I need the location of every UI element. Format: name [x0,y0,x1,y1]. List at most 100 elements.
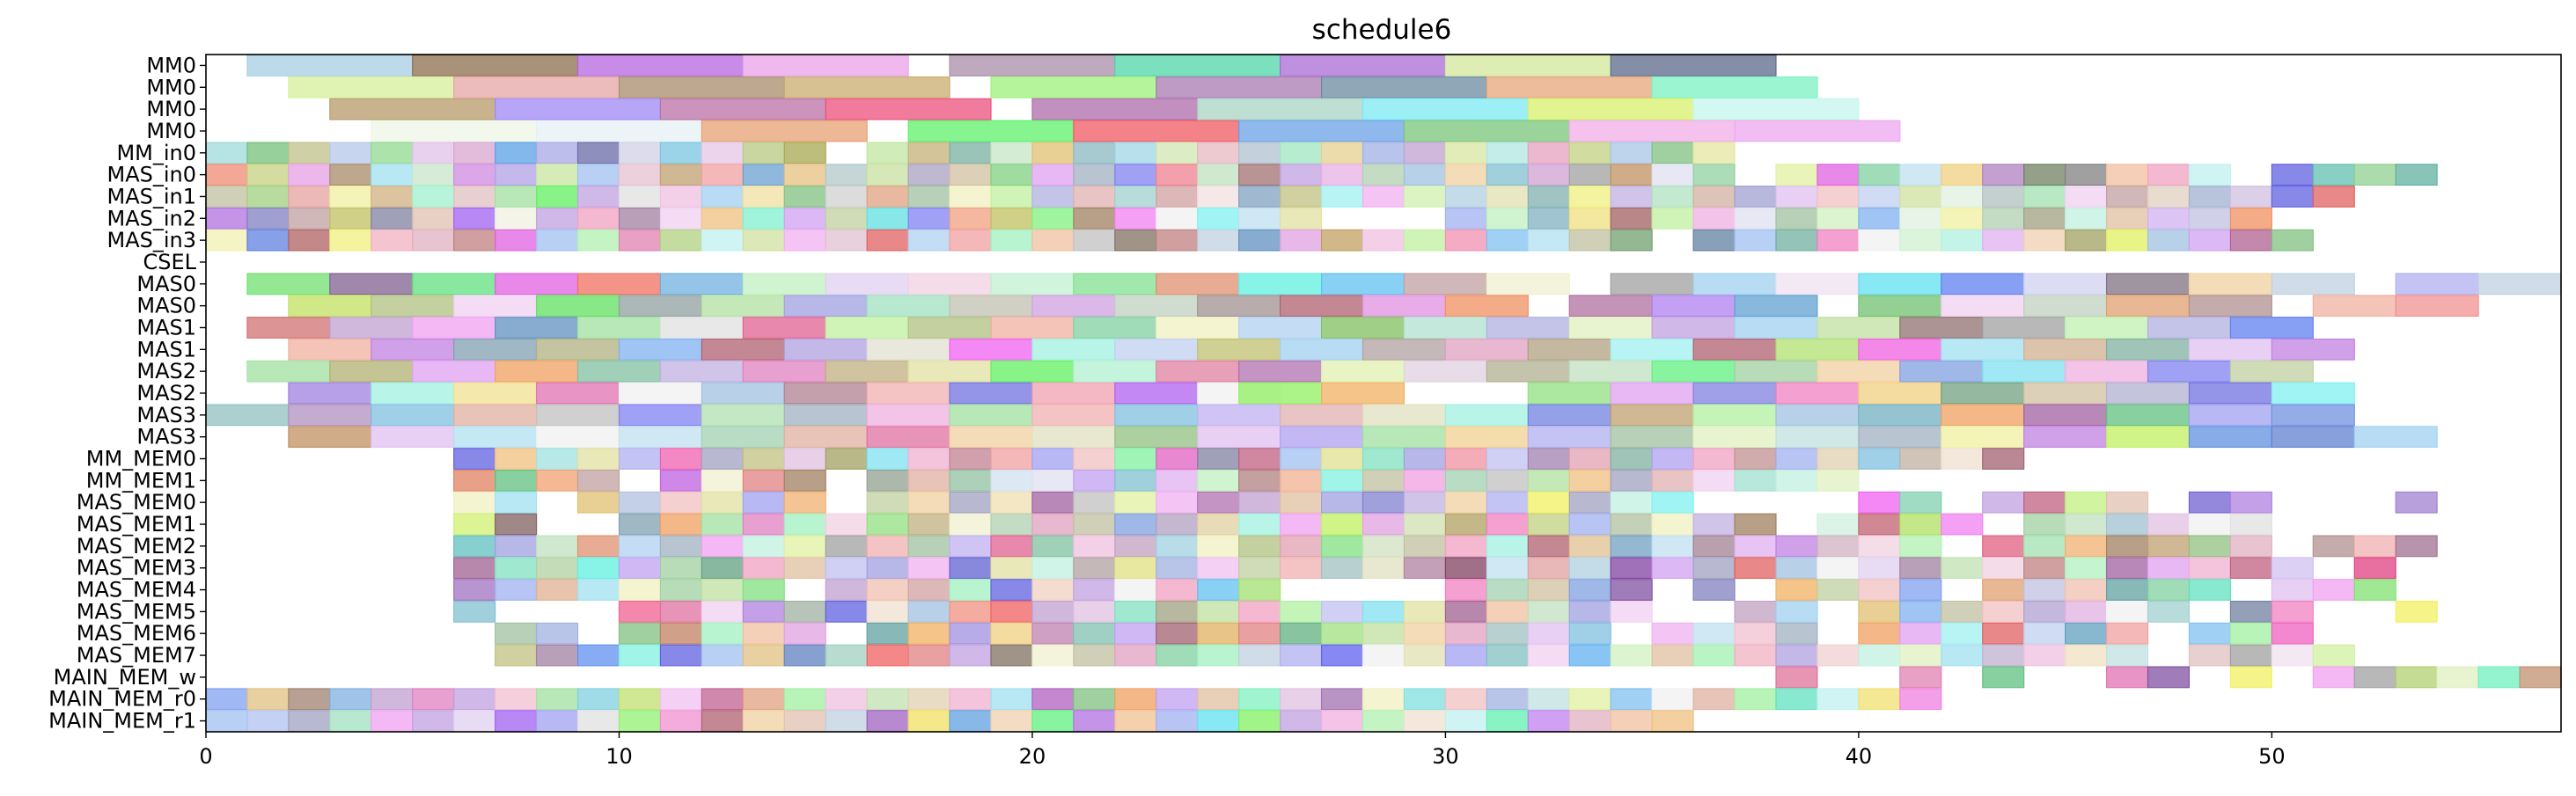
task-bar-row7-39 [1941,208,1983,229]
task-bar-row7-9 [578,208,620,229]
y-label-24: MAS_MEM4 [77,578,196,602]
task-bar-row24-3 [578,580,620,601]
task-bar-row6-44 [2024,186,2066,208]
task-bar-row8-44 [2066,230,2107,251]
task-bar-row18-4 [619,449,660,470]
task-bar-row29-27 [1322,689,1363,710]
task-bar-row14-16 [1569,361,1652,382]
task-bar-row16-7 [784,405,867,426]
task-bar-row18-36 [1941,449,1983,470]
task-bar-row18-31 [1735,449,1776,470]
task-bar-row5-25 [1239,164,1281,186]
task-bar-row22-43 [2313,536,2354,557]
task-bar-row20-5 [701,492,743,513]
task-bar-row16-19 [1776,405,1859,426]
task-bar-row12-3 [495,318,578,339]
task-bar-row22-35 [1900,536,1941,557]
task-bar-row6-40 [1859,186,1900,208]
task-bar-row25-24 [1569,602,1611,623]
task-bar-row19-7 [784,471,826,492]
task-bar-row10-6 [743,274,826,295]
task-bar-row12-15 [1486,318,1569,339]
task-bar-row18-35 [1900,449,1941,470]
task-bar-row30-26 [1281,711,1322,732]
task-bar-row10-3 [495,274,578,295]
task-bar-row30-3 [330,711,371,732]
task-bar-row19-16 [1198,471,1239,492]
task-bar-row8-7 [495,230,537,251]
task-bar-row10-14 [1404,274,1486,295]
task-bar-row13-3 [537,340,620,361]
task-bar-row10-21 [2024,274,2107,295]
task-bar-row28-0 [1776,667,1817,688]
task-bar-row6-4 [371,186,413,208]
task-bar-row24-30 [2024,580,2066,601]
task-bar-row1-5 [1156,77,1322,98]
task-bar-row20-20 [1363,492,1405,513]
task-bar-row3-1 [537,120,702,142]
task-bar-row11-0 [289,296,371,317]
task-bar-row14-1 [330,361,413,382]
task-bar-row22-6 [701,536,743,557]
task-bar-row27-6 [743,645,784,666]
task-bar-row14-24 [2230,361,2313,382]
task-bar-row8-32 [1528,230,1569,251]
task-bar-row27-0 [495,645,537,666]
task-bar-row0-1 [413,55,578,77]
task-bar-row7-1 [247,208,289,229]
task-bar-row27-36 [1983,645,2024,666]
task-bar-row27-27 [1611,645,1652,666]
task-bar-row18-30 [1693,449,1735,470]
task-bar-row13-24 [2271,340,2354,361]
task-bar-row21-32 [1900,514,1941,535]
task-bar-row22-10 [867,536,908,557]
task-bar-row14-2 [413,361,495,382]
task-bar-row8-15 [826,230,867,251]
task-bar-row28-8 [2396,667,2437,688]
task-bar-row18-5 [660,449,701,470]
task-bar-row30-20 [1032,711,1074,732]
task-bar-row2-1 [495,99,661,120]
task-bar-row18-28 [1611,449,1652,470]
task-bar-row17-5 [701,427,784,448]
task-bar-row13-21 [2024,340,2107,361]
task-bar-row19-9 [908,471,950,492]
task-bar-row18-6 [701,449,743,470]
task-bar-row22-11 [908,536,950,557]
task-bar-row10-18 [1776,274,1859,295]
task-bar-row7-32 [1652,208,1693,229]
task-bar-row20-2 [578,492,620,513]
task-bar-row11-24 [2396,296,2478,317]
task-bar-row8-26 [1281,230,1322,251]
task-bar-row5-22 [1115,164,1156,186]
y-label-25: MAS_MEM5 [77,599,196,624]
task-bar-row15-9 [1032,383,1115,404]
task-bar-row5-27 [1322,164,1363,186]
task-bar-row27-28 [1652,645,1693,666]
task-bar-row21-35 [2066,514,2107,535]
task-bar-row6-22 [1115,186,1156,208]
y-label-18: MM_MEM0 [86,447,196,471]
x-axis: 0 10 20 30 40 50 [199,732,2285,769]
task-bar-row19-0 [454,471,495,492]
task-bar-row24-6 [701,580,743,601]
task-bar-row23-40 [2107,558,2148,579]
task-bar-row21-27 [1652,514,1693,535]
task-bar-row29-15 [826,689,867,710]
task-bar-row14-6 [743,361,826,382]
task-bar-row10-24 [2271,274,2354,295]
task-bar-row24-15 [1115,580,1156,601]
task-bar-row20-19 [1322,492,1363,513]
y-label-4: MM_in0 [116,141,196,165]
task-bar-row5-29 [1404,164,1445,186]
task-bar-row18-23 [1404,449,1445,470]
task-bar-row12-1 [330,318,413,339]
task-bar-row21-14 [1115,514,1156,535]
task-bar-row6-9 [578,186,620,208]
task-bar-row14-17 [1652,361,1735,382]
task-bar-row5-48 [2271,164,2313,186]
task-bar-row4-0 [206,142,247,164]
task-bar-row13-12 [1281,340,1363,361]
task-bar-row7-22 [1115,208,1156,229]
task-bar-row20-15 [1156,492,1198,513]
